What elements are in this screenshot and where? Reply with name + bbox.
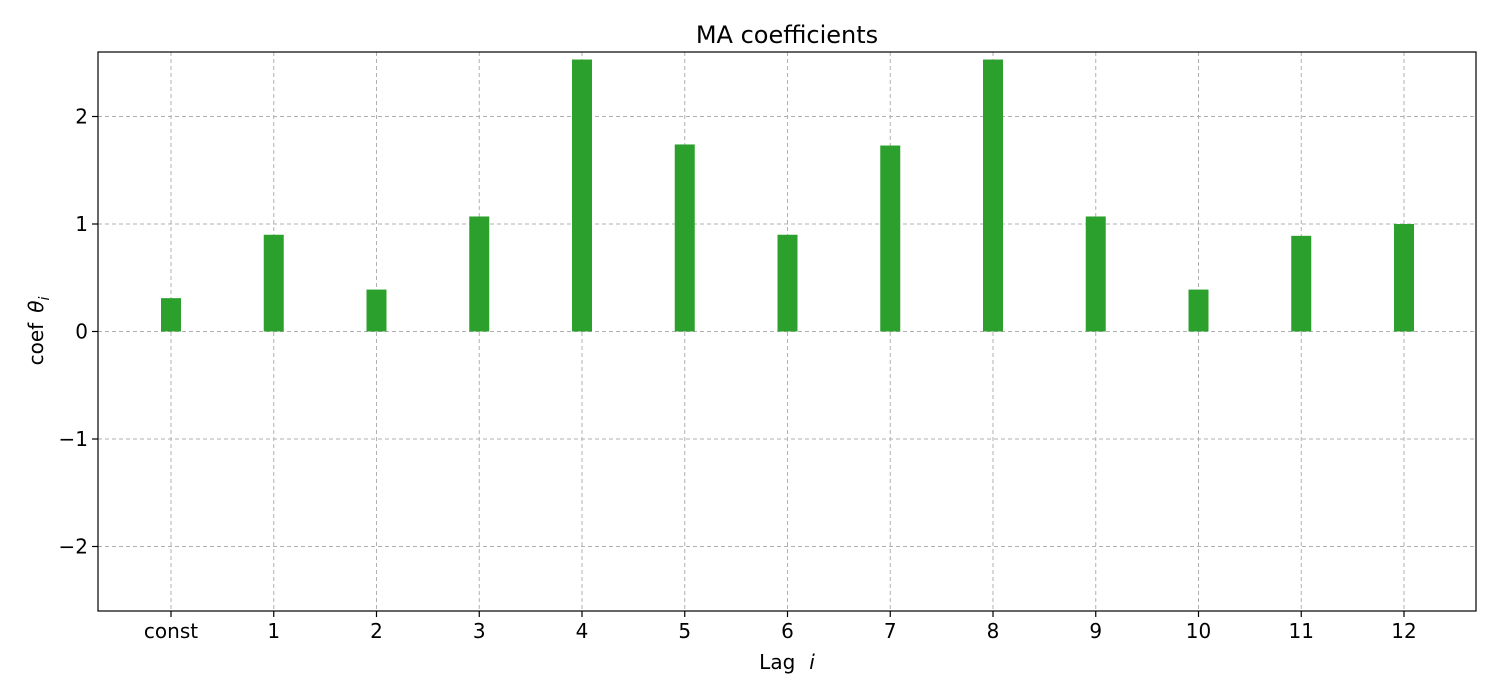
- x-axis-label-prefix: Lag: [759, 650, 795, 674]
- y-tick-label: 0: [75, 320, 88, 344]
- chart-title: MA coefficients: [696, 21, 878, 49]
- bar-8: [983, 59, 1003, 332]
- bar-10: [1188, 289, 1209, 332]
- x-axis-label-symbol: i: [809, 650, 815, 674]
- bar-6: [777, 234, 798, 332]
- x-tick-label: 6: [781, 619, 794, 643]
- x-tick-label: 12: [1391, 619, 1416, 643]
- y-tick-label: −1: [59, 427, 88, 451]
- x-tick-label: 7: [884, 619, 897, 643]
- y-tick-label: −2: [59, 535, 88, 559]
- x-tick-label: const: [144, 619, 198, 643]
- y-tick-label: 2: [75, 105, 88, 129]
- bar-3: [469, 216, 490, 332]
- x-tick-label: 4: [576, 619, 589, 643]
- bar-layer: [161, 59, 1414, 332]
- x-tick-label: 1: [267, 619, 280, 643]
- y-tick-label: 1: [75, 212, 88, 236]
- y-axis-label: coef θi: [24, 297, 53, 366]
- x-tick-label: 9: [1089, 619, 1102, 643]
- x-tick-label: 5: [678, 619, 691, 643]
- x-tick-label: 11: [1289, 619, 1314, 643]
- x-tick-label: 8: [987, 619, 1000, 643]
- x-tick-label: 10: [1186, 619, 1211, 643]
- bar-1: [263, 234, 284, 332]
- bar-12: [1394, 224, 1414, 332]
- bar-4: [572, 59, 592, 332]
- bar-5: [674, 144, 695, 332]
- y-axis-label-symbol: θ: [24, 301, 48, 313]
- x-tick-label: 2: [370, 619, 383, 643]
- bar-11: [1291, 235, 1312, 332]
- x-axis-label: Lag i: [759, 650, 815, 674]
- y-axis-label-subscript: i: [37, 297, 53, 301]
- bar-7: [880, 145, 901, 332]
- x-tick-label: 3: [473, 619, 486, 643]
- bar-2: [366, 289, 387, 332]
- bar-9: [1085, 216, 1106, 332]
- y-axis-label-prefix: coef: [24, 322, 48, 366]
- bar-const: [161, 298, 181, 332]
